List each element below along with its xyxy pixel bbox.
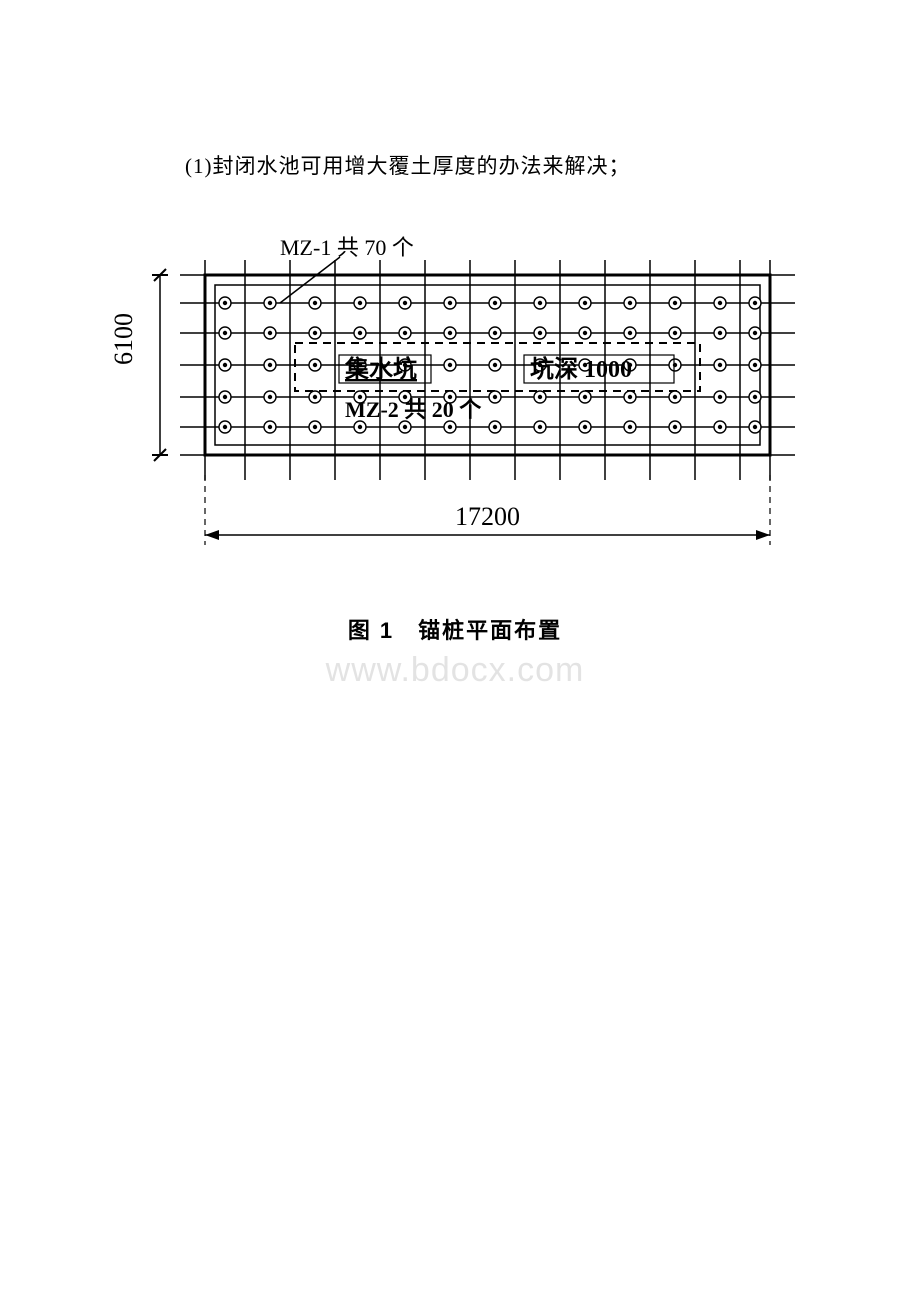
anchor-plan-diagram: MZ-1 共 70 个集水坑 坑深 1000 MZ-2 共 20 个 6100 1720… bbox=[110, 235, 800, 595]
figure-caption: 图 1 锚桩平面布置 bbox=[110, 613, 800, 645]
svg-text:17200: 17200 bbox=[455, 502, 520, 531]
svg-text:MZ-2 共 20 个: MZ-2 共 20 个 bbox=[345, 397, 482, 422]
diagram-container: MZ-1 共 70 个集水坑 坑深 1000 MZ-2 共 20 个 6100 1720… bbox=[110, 235, 800, 690]
svg-text:集水坑: 集水坑 bbox=[344, 355, 417, 383]
body-text: (1)封闭水池可用增大覆土厚度的办法来解决； bbox=[185, 150, 920, 180]
svg-text:6100: 6100 bbox=[110, 313, 138, 365]
watermark-text: www.bdocx.com bbox=[110, 651, 800, 690]
svg-text:坑深 1000: 坑深 1000 bbox=[530, 355, 632, 383]
svg-text:MZ-1 共 70 个: MZ-1 共 70 个 bbox=[280, 235, 414, 260]
